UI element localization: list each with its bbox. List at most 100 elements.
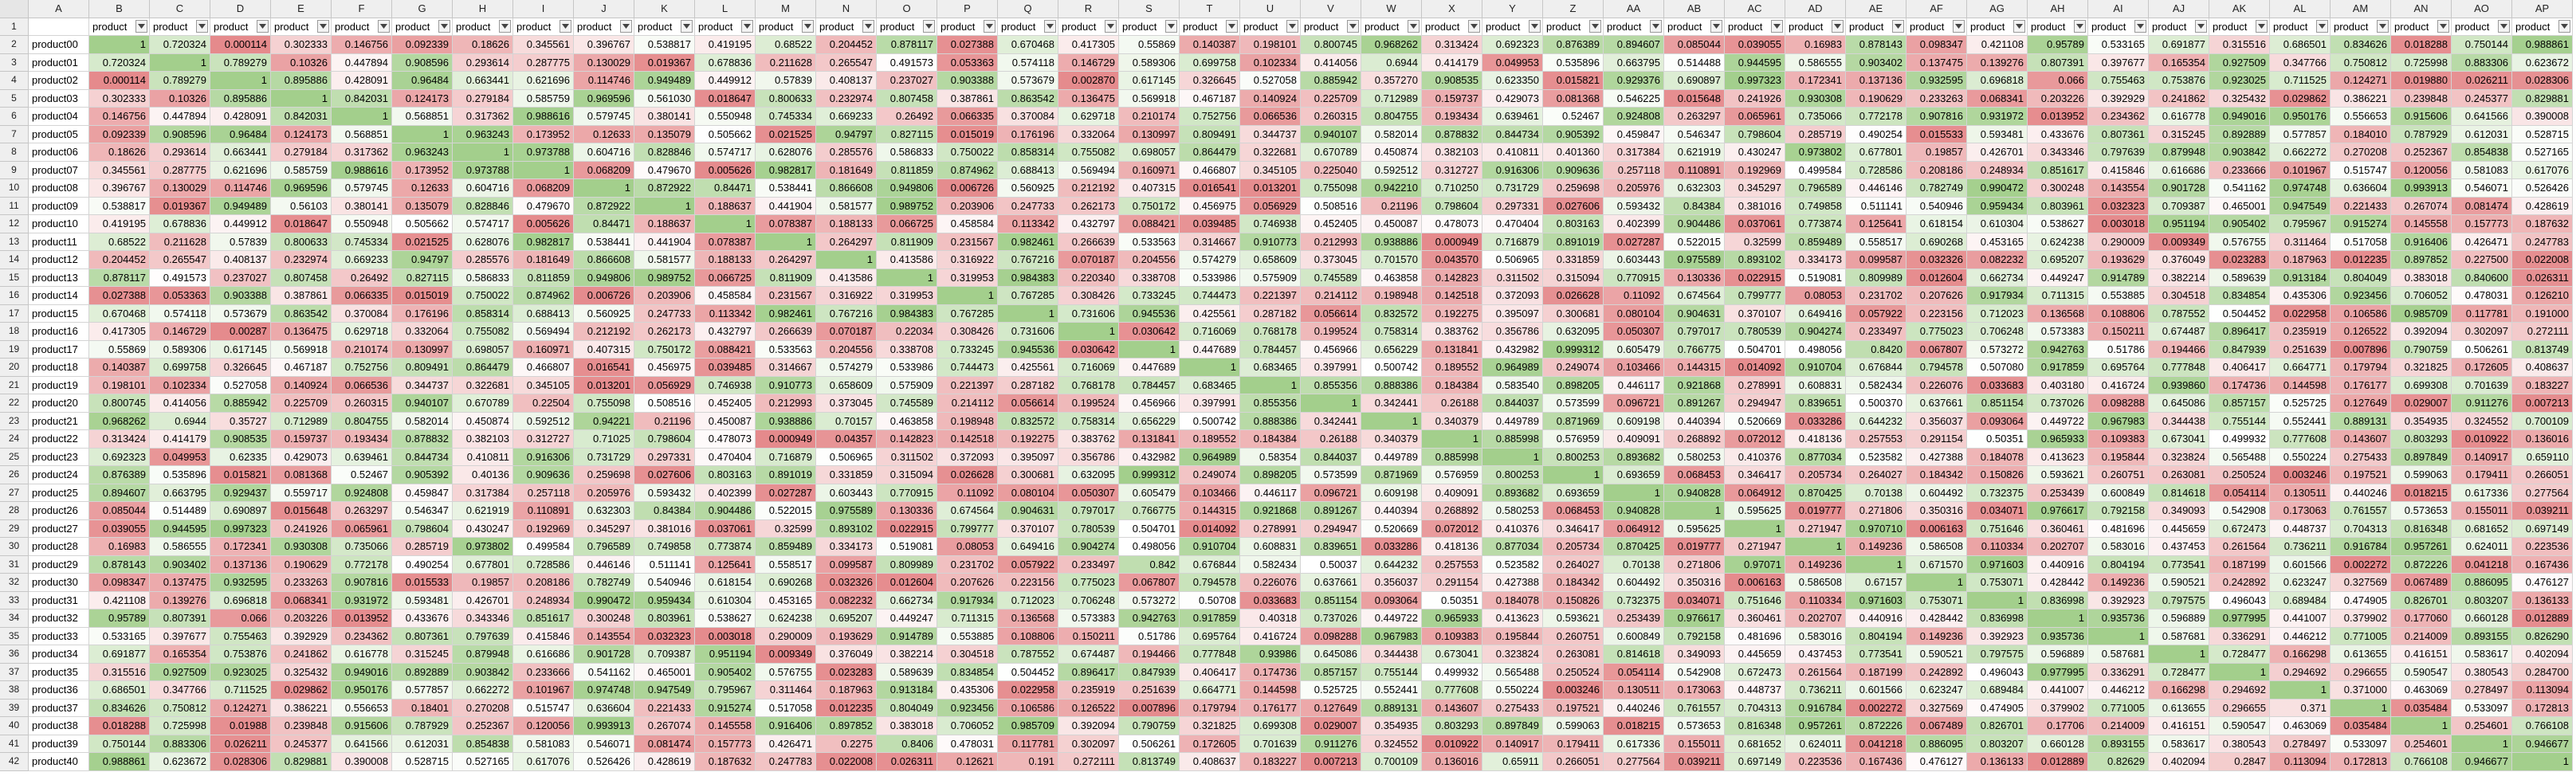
data-cell[interactable]: 0.193629 xyxy=(816,627,877,645)
row-header-11[interactable]: 11 xyxy=(0,197,29,215)
filter-dropdown-button[interactable] xyxy=(2498,19,2510,33)
data-cell[interactable]: 0.621696 xyxy=(513,72,574,90)
data-cell[interactable]: 0.993913 xyxy=(2391,179,2452,198)
data-cell[interactable]: 0.855356 xyxy=(1301,376,1361,394)
data-cell[interactable]: 0.800633 xyxy=(271,233,332,251)
data-cell[interactable]: 0.207626 xyxy=(937,574,998,592)
data-cell[interactable]: 0.322681 xyxy=(453,376,513,394)
data-cell[interactable]: 0.130029 xyxy=(574,53,634,72)
data-cell[interactable]: 0.417305 xyxy=(89,323,150,341)
data-cell[interactable]: 0.247733 xyxy=(634,304,695,323)
data-cell[interactable]: 0.712989 xyxy=(271,412,332,430)
data-cell[interactable]: 0.193434 xyxy=(332,430,392,449)
data-cell[interactable]: 0.574717 xyxy=(695,143,756,162)
data-cell[interactable]: 0.226076 xyxy=(1906,376,1967,394)
data-cell[interactable]: 0.233263 xyxy=(1906,89,1967,108)
data-cell[interactable]: 0.395097 xyxy=(1482,304,1543,323)
data-cell[interactable]: 0.573599 xyxy=(1301,466,1361,484)
data-cell[interactable]: 0.940107 xyxy=(392,394,453,413)
data-cell[interactable]: 0.082232 xyxy=(1967,251,2028,269)
data-cell[interactable]: 0.866608 xyxy=(816,179,877,198)
data-cell[interactable]: 0.155011 xyxy=(1664,735,1725,753)
data-cell[interactable]: 0.081474 xyxy=(2452,197,2512,215)
data-cell[interactable]: 0.896417 xyxy=(2209,323,2270,341)
row-label-cell[interactable]: product09 xyxy=(29,197,89,215)
data-cell[interactable]: 0.583016 xyxy=(1785,627,1846,645)
data-cell[interactable]: 0.589306 xyxy=(150,340,210,359)
data-cell[interactable]: 0.768178 xyxy=(1240,323,1301,341)
data-cell[interactable]: 0.136133 xyxy=(2512,591,2573,609)
data-cell[interactable]: 0.266639 xyxy=(1058,233,1119,251)
data-cell[interactable]: 0.885942 xyxy=(1301,72,1361,90)
data-cell[interactable]: 0.225709 xyxy=(271,394,332,413)
data-cell[interactable]: 0.827115 xyxy=(877,125,937,143)
data-cell[interactable]: 0.903842 xyxy=(453,663,513,681)
column-header-z[interactable]: Z xyxy=(1543,0,1604,18)
data-cell[interactable]: 0.755098 xyxy=(1301,179,1361,198)
data-cell[interactable]: 0.356786 xyxy=(1482,323,1543,341)
data-cell[interactable]: 0.446146 xyxy=(1846,179,1906,198)
data-cell[interactable]: 0.735066 xyxy=(1785,108,1846,126)
data-cell[interactable]: 0.068341 xyxy=(271,591,332,609)
data-cell[interactable]: 0.753071 xyxy=(1906,591,1967,609)
data-cell[interactable]: 0.959434 xyxy=(634,591,695,609)
data-cell[interactable]: 0.904274 xyxy=(1785,323,1846,341)
data-cell[interactable]: 0.212993 xyxy=(1301,233,1361,251)
data-cell[interactable]: 0.560925 xyxy=(998,179,1058,198)
data-cell[interactable]: 0.440246 xyxy=(2331,484,2391,502)
data-cell[interactable]: 1 xyxy=(1058,323,1119,341)
data-cell[interactable]: 0.144598 xyxy=(1240,681,1301,700)
data-cell[interactable]: 0.797575 xyxy=(2149,591,2209,609)
data-cell[interactable]: 0.379902 xyxy=(2331,609,2391,628)
data-cell[interactable]: 0.030642 xyxy=(1058,340,1119,359)
data-cell[interactable]: 0.068453 xyxy=(1664,466,1725,484)
row-label-cell[interactable]: product02 xyxy=(29,72,89,90)
data-cell[interactable]: 0.039485 xyxy=(695,359,756,377)
row-header-13[interactable]: 13 xyxy=(0,233,29,251)
data-cell[interactable]: 1 xyxy=(332,108,392,126)
data-cell[interactable]: 1 xyxy=(1785,538,1846,556)
data-cell[interactable]: 0.816348 xyxy=(2391,519,2452,538)
data-cell[interactable]: 0.803293 xyxy=(2391,430,2452,449)
data-cell[interactable]: 0.491573 xyxy=(150,268,210,287)
row-header-4[interactable]: 4 xyxy=(0,72,29,90)
data-cell[interactable]: 0.50351 xyxy=(1967,430,2028,449)
data-cell[interactable]: 0.969596 xyxy=(574,89,634,108)
data-cell[interactable]: 0.006163 xyxy=(1725,574,1785,592)
data-cell[interactable]: 0.750022 xyxy=(453,287,513,305)
data-cell[interactable]: 1 xyxy=(816,251,877,269)
data-cell[interactable]: 0.704313 xyxy=(2331,519,2391,538)
data-cell[interactable]: 0.214112 xyxy=(937,394,998,413)
data-cell[interactable]: 0.809989 xyxy=(877,555,937,574)
data-cell[interactable]: 0.596889 xyxy=(2149,609,2209,628)
data-cell[interactable]: 0.773541 xyxy=(1846,645,1906,664)
data-cell[interactable]: 0.127649 xyxy=(1301,699,1361,717)
data-cell[interactable]: 0.354935 xyxy=(2391,412,2452,430)
data-cell[interactable]: 0.520669 xyxy=(1361,519,1422,538)
data-cell[interactable]: 0.336291 xyxy=(2088,663,2149,681)
data-cell[interactable]: 0.187963 xyxy=(2270,251,2331,269)
data-cell[interactable]: 0.639461 xyxy=(1482,108,1543,126)
header-cell[interactable]: product xyxy=(392,18,453,36)
data-cell[interactable]: 0.015648 xyxy=(271,502,332,520)
data-cell[interactable]: 0.392094 xyxy=(2391,323,2452,341)
row-label-cell[interactable]: product25 xyxy=(29,484,89,502)
filter-dropdown-button[interactable] xyxy=(1589,19,1601,33)
data-cell[interactable]: 0.973788 xyxy=(453,161,513,179)
data-cell[interactable]: 0.538441 xyxy=(756,179,816,198)
data-cell[interactable]: 0.172605 xyxy=(1180,735,1240,753)
data-cell[interactable]: 0.559717 xyxy=(271,484,332,502)
data-cell[interactable]: 0.753876 xyxy=(2149,72,2209,90)
data-cell[interactable]: 0.886095 xyxy=(1906,735,1967,753)
data-cell[interactable]: 0.150826 xyxy=(1543,591,1604,609)
data-cell[interactable]: 0.149236 xyxy=(2088,574,2149,592)
data-cell[interactable]: 0.804049 xyxy=(2331,268,2391,287)
data-cell[interactable]: 0.373045 xyxy=(816,394,877,413)
data-cell[interactable]: 0.878143 xyxy=(1846,36,1906,54)
data-cell[interactable]: 0.859489 xyxy=(1785,233,1846,251)
data-cell[interactable]: 0.988616 xyxy=(332,161,392,179)
filter-dropdown-button[interactable] xyxy=(1710,19,1722,33)
data-cell[interactable]: 0.241926 xyxy=(271,519,332,538)
data-cell[interactable]: 0.608831 xyxy=(1240,538,1301,556)
data-cell[interactable]: 0.249074 xyxy=(1180,466,1240,484)
